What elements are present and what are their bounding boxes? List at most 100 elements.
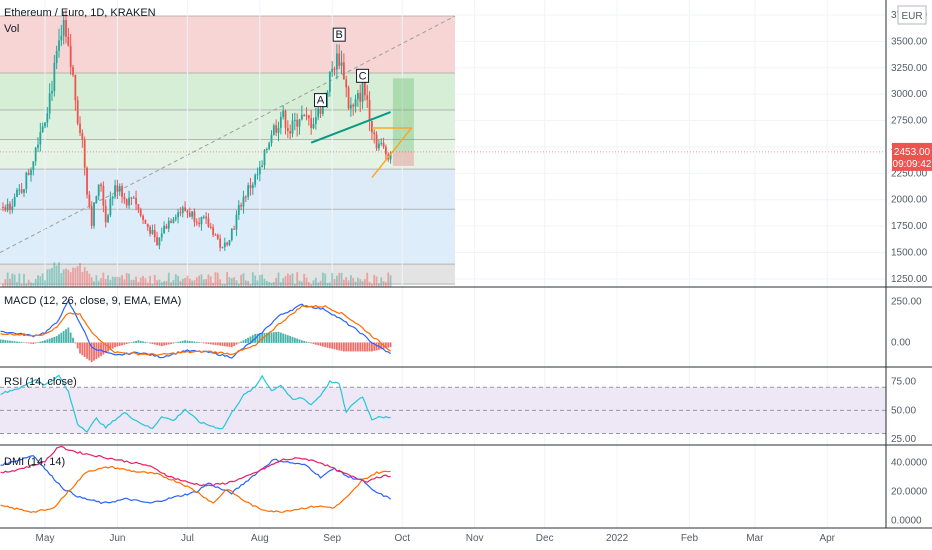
candle-body[interactable] bbox=[356, 93, 359, 100]
candle-body[interactable] bbox=[296, 119, 299, 127]
candle-body[interactable] bbox=[41, 126, 44, 133]
candle-body[interactable] bbox=[139, 209, 142, 216]
candle-body[interactable] bbox=[198, 222, 201, 225]
candle-body[interactable] bbox=[83, 140, 86, 168]
candle-body[interactable] bbox=[237, 204, 240, 215]
candle-body[interactable] bbox=[277, 127, 280, 133]
candle-body[interactable] bbox=[354, 99, 357, 107]
candle-body[interactable] bbox=[107, 215, 109, 223]
candle-body[interactable] bbox=[380, 142, 383, 144]
candle-body[interactable] bbox=[123, 196, 126, 200]
candle-body[interactable] bbox=[378, 143, 380, 149]
dmi-minus-line[interactable] bbox=[0, 465, 391, 514]
candle-body[interactable] bbox=[312, 123, 315, 128]
candle-body[interactable] bbox=[39, 132, 42, 145]
candle-body[interactable] bbox=[114, 185, 116, 197]
candle-body[interactable] bbox=[111, 196, 114, 199]
candle-body[interactable] bbox=[100, 184, 102, 187]
candle-body[interactable] bbox=[310, 118, 313, 128]
trend-line[interactable] bbox=[310, 111, 391, 144]
long-position-target[interactable] bbox=[392, 78, 414, 152]
candle-body[interactable] bbox=[165, 225, 168, 229]
candle-body[interactable] bbox=[247, 185, 250, 197]
candle-body[interactable] bbox=[23, 189, 25, 193]
candle-body[interactable] bbox=[202, 216, 205, 218]
candle-body[interactable] bbox=[385, 146, 387, 155]
candle-body[interactable] bbox=[352, 104, 355, 107]
candle-body[interactable] bbox=[160, 233, 163, 238]
candle-body[interactable] bbox=[205, 216, 208, 219]
candle-body[interactable] bbox=[256, 174, 259, 176]
indicator-panes[interactable] bbox=[0, 286, 932, 529]
candle-body[interactable] bbox=[223, 242, 226, 248]
candle-body[interactable] bbox=[158, 237, 161, 246]
triangle-lower[interactable] bbox=[371, 127, 413, 179]
candle-body[interactable] bbox=[216, 234, 219, 239]
candle-body[interactable] bbox=[132, 197, 135, 199]
candle-body[interactable] bbox=[44, 122, 46, 127]
candle-body[interactable] bbox=[212, 227, 215, 235]
candle-body[interactable] bbox=[286, 128, 289, 132]
candle-body[interactable] bbox=[32, 161, 35, 170]
candle-body[interactable] bbox=[382, 142, 385, 147]
candle-body[interactable] bbox=[317, 108, 320, 118]
candle-body[interactable] bbox=[30, 169, 32, 175]
candle-body[interactable] bbox=[282, 110, 285, 117]
candle-body[interactable] bbox=[359, 93, 362, 102]
candle-body[interactable] bbox=[349, 104, 352, 109]
candle-body[interactable] bbox=[153, 230, 156, 238]
candle-body[interactable] bbox=[95, 195, 98, 203]
candle-body[interactable] bbox=[289, 131, 292, 134]
rsi-line[interactable] bbox=[0, 374, 391, 433]
candle-body[interactable] bbox=[181, 207, 184, 214]
candle-body[interactable] bbox=[186, 210, 189, 213]
candle-body[interactable] bbox=[373, 132, 376, 135]
candlestick-series[interactable] bbox=[2, 9, 392, 252]
candle-body[interactable] bbox=[368, 100, 371, 121]
candle-body[interactable] bbox=[235, 214, 238, 230]
candle-body[interactable] bbox=[375, 134, 378, 149]
rsi-label[interactable]: RSI (14, close) bbox=[4, 376, 77, 388]
candle-body[interactable] bbox=[226, 242, 229, 245]
symbol-title[interactable]: Ethereum / Euro, 1D, KRAKEN bbox=[4, 7, 156, 19]
candle-body[interactable] bbox=[51, 91, 53, 94]
candle-body[interactable] bbox=[366, 95, 369, 101]
candle-body[interactable] bbox=[314, 117, 317, 124]
long-position-stop[interactable] bbox=[392, 151, 414, 166]
candle-body[interactable] bbox=[90, 206, 93, 226]
candle-body[interactable] bbox=[184, 207, 186, 211]
candle-body[interactable] bbox=[109, 198, 112, 216]
candle-body[interactable] bbox=[18, 189, 21, 191]
candle-body[interactable] bbox=[34, 147, 37, 162]
dmi-label[interactable]: DMI (14, 14) bbox=[4, 456, 65, 468]
candle-body[interactable] bbox=[371, 120, 373, 133]
candle-body[interactable] bbox=[254, 174, 257, 185]
candle-body[interactable] bbox=[265, 148, 268, 151]
candle-body[interactable] bbox=[319, 108, 322, 114]
candle-body[interactable] bbox=[6, 203, 9, 211]
candle-body[interactable] bbox=[60, 35, 63, 41]
candle-body[interactable] bbox=[298, 119, 301, 127]
candle-body[interactable] bbox=[291, 120, 294, 134]
candle-body[interactable] bbox=[228, 240, 231, 245]
candle-body[interactable] bbox=[200, 217, 203, 225]
candle-body[interactable] bbox=[130, 197, 133, 199]
candle-body[interactable] bbox=[361, 82, 364, 102]
candle-body[interactable] bbox=[65, 20, 67, 37]
signal-line[interactable] bbox=[0, 304, 391, 356]
candle-body[interactable] bbox=[340, 62, 343, 66]
drawing-tools[interactable] bbox=[310, 27, 414, 179]
candle-body[interactable] bbox=[93, 202, 95, 226]
candle-body[interactable] bbox=[363, 82, 366, 96]
candle-body[interactable] bbox=[195, 221, 198, 223]
candle-body[interactable] bbox=[58, 40, 60, 51]
candle-body[interactable] bbox=[338, 53, 341, 66]
candle-body[interactable] bbox=[326, 91, 329, 97]
candle-body[interactable] bbox=[151, 230, 154, 234]
candle-body[interactable] bbox=[156, 237, 158, 246]
candle-body[interactable] bbox=[230, 228, 233, 241]
candle-body[interactable] bbox=[268, 143, 271, 149]
candle-body[interactable] bbox=[333, 68, 336, 70]
candle-body[interactable] bbox=[76, 100, 79, 124]
